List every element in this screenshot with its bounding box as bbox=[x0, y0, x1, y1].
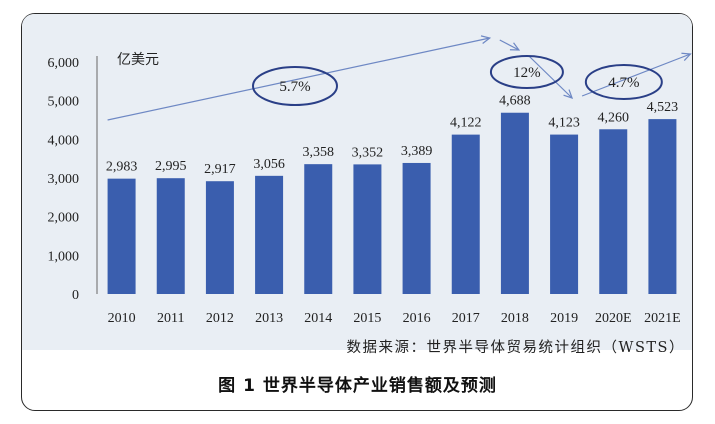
data-label-2012: 2,917 bbox=[204, 162, 236, 177]
growth-annotations: 5.7% 12% 4.7% bbox=[107, 35, 692, 121]
source-note: 数据来源：世界半导体贸易统计组织（WSTS） bbox=[346, 340, 685, 356]
trend-arrow-1-head bbox=[480, 35, 492, 45]
x-tick-2020E: 2020E bbox=[595, 311, 632, 326]
bar-2021E bbox=[648, 119, 677, 295]
growth-2017-2018-ellipse bbox=[489, 55, 564, 89]
y-tick-label: 2,000 bbox=[48, 211, 80, 226]
y-tick-label: 6,000 bbox=[48, 56, 80, 71]
bars bbox=[107, 112, 677, 295]
data-label-2019: 4,123 bbox=[548, 116, 580, 131]
data-label-2013: 3,056 bbox=[253, 157, 285, 172]
data-label-2011: 2,995 bbox=[155, 159, 187, 174]
x-tick-2018: 2018 bbox=[501, 311, 529, 326]
x-tick-2012: 2012 bbox=[206, 311, 234, 326]
y-tick-label: 3,000 bbox=[48, 172, 80, 187]
bar-2011 bbox=[156, 178, 185, 294]
trend-arrow-4 bbox=[581, 53, 691, 97]
x-tick-2017: 2017 bbox=[452, 311, 480, 326]
bar-2015 bbox=[353, 164, 382, 294]
x-tick-2011: 2011 bbox=[157, 311, 184, 326]
bar-2013 bbox=[255, 175, 284, 294]
data-label-2015: 3,352 bbox=[352, 145, 384, 160]
y-tick-labels: 0 1,000 2,000 3,000 4,000 5,000 6,000 bbox=[48, 56, 80, 303]
x-tick-2015: 2015 bbox=[353, 311, 381, 326]
x-tick-2021E: 2021E bbox=[644, 311, 681, 326]
bar-2014 bbox=[304, 164, 333, 294]
trend-arrow-2 bbox=[499, 39, 520, 51]
growth-2010-2017-ellipse bbox=[252, 66, 338, 106]
trend-arrow-4-head bbox=[681, 52, 692, 61]
x-tick-2013: 2013 bbox=[255, 311, 283, 326]
data-label-2010: 2,983 bbox=[106, 160, 138, 175]
x-tick-2016: 2016 bbox=[403, 311, 431, 326]
x-tick-labels: 2010 2011 2012 2013 2014 2015 2016 2017 2018 2019… bbox=[108, 311, 681, 326]
trend-arrow-2-head bbox=[509, 42, 521, 51]
trend-arrow-1 bbox=[107, 37, 490, 121]
data-label-2014: 3,358 bbox=[303, 145, 335, 160]
y-tick-label: 5,000 bbox=[48, 95, 80, 110]
x-tick-2019: 2019 bbox=[550, 311, 578, 326]
data-label-2018: 4,688 bbox=[499, 94, 531, 109]
bar-2019 bbox=[550, 134, 579, 294]
growth-2017-2018-label: 12% bbox=[513, 65, 541, 81]
data-label-2020E: 4,260 bbox=[598, 110, 630, 125]
trend-arrow-3-head bbox=[563, 89, 574, 99]
trend-arrow-3 bbox=[528, 55, 573, 99]
bar-2018 bbox=[500, 112, 529, 294]
growth-2019-2021-label: 4.7% bbox=[608, 75, 639, 91]
bar-2012 bbox=[205, 181, 234, 294]
data-labels: 2,983 2,995 2,917 3,056 3,358 3,352 3,389 4,122… bbox=[106, 94, 678, 177]
y-tick-label: 4,000 bbox=[48, 133, 80, 148]
y-axis-unit-label: 亿美元 bbox=[117, 52, 159, 68]
bar-2017 bbox=[451, 134, 480, 294]
y-tick-label: 0 bbox=[72, 288, 79, 303]
bar-2016 bbox=[402, 162, 431, 294]
growth-2010-2017-label: 5.7% bbox=[279, 79, 310, 95]
growth-2019-2021-ellipse bbox=[584, 64, 663, 100]
data-label-2017: 4,122 bbox=[450, 116, 482, 131]
y-tick-label: 1,000 bbox=[48, 249, 80, 264]
bar-2020E bbox=[599, 129, 628, 294]
x-tick-2014: 2014 bbox=[304, 311, 332, 326]
bar-2010 bbox=[107, 178, 136, 294]
figure-caption: 图 1 世界半导体产业销售额及预测 bbox=[218, 376, 497, 396]
data-label-2021E: 4,523 bbox=[647, 100, 679, 115]
data-label-2016: 3,389 bbox=[401, 144, 433, 159]
x-tick-2010: 2010 bbox=[108, 311, 136, 326]
